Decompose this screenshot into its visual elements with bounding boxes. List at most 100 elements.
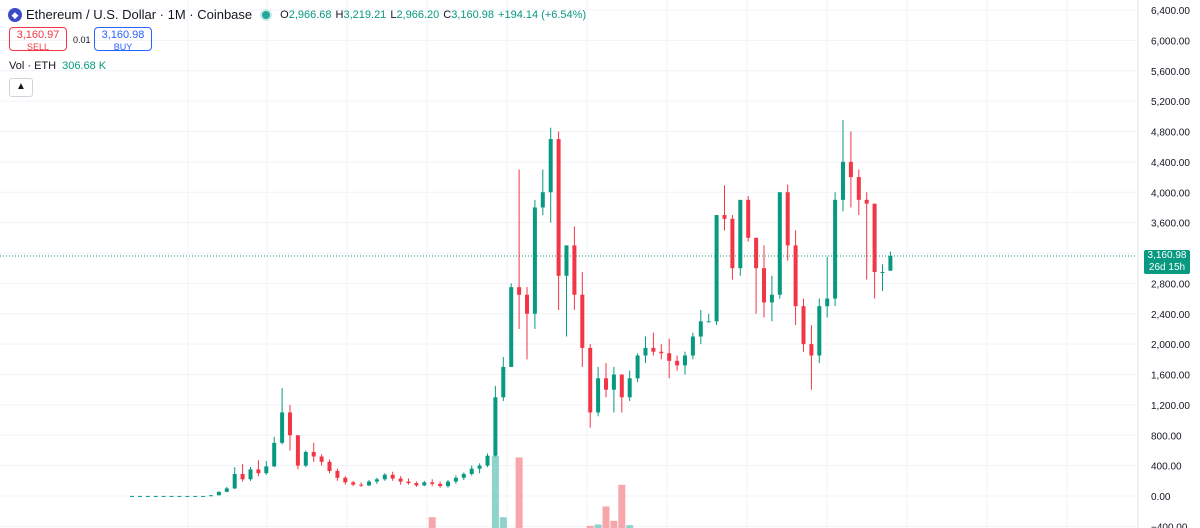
candle-body[interactable] xyxy=(177,495,182,497)
candle-body[interactable] xyxy=(825,298,830,307)
candle-body[interactable] xyxy=(453,477,458,482)
candle-body[interactable] xyxy=(880,271,885,273)
candle-body[interactable] xyxy=(675,360,680,366)
candle-body[interactable] xyxy=(438,483,443,487)
candle-body[interactable] xyxy=(295,435,300,466)
candle-body[interactable] xyxy=(762,268,766,303)
candle-body[interactable] xyxy=(667,353,672,361)
candle-body[interactable] xyxy=(564,245,569,276)
candle-body[interactable] xyxy=(185,495,190,497)
candle-body[interactable] xyxy=(659,351,664,354)
candle-body[interactable] xyxy=(769,294,774,303)
candle-body[interactable] xyxy=(738,199,743,269)
candle-body[interactable] xyxy=(477,465,482,469)
volume-legend[interactable]: Vol · ETH 306.68 K xyxy=(9,60,106,72)
candle-body[interactable] xyxy=(272,442,277,467)
candle-body[interactable] xyxy=(153,495,158,497)
candle-body[interactable] xyxy=(248,469,253,480)
candle-body[interactable] xyxy=(532,207,537,314)
candle-body[interactable] xyxy=(303,451,308,466)
candle-body[interactable] xyxy=(216,491,221,496)
candle-body[interactable] xyxy=(706,321,711,323)
candle-body[interactable] xyxy=(809,344,814,356)
candle-body[interactable] xyxy=(469,468,474,474)
candle-body[interactable] xyxy=(509,287,514,367)
candle-body[interactable] xyxy=(501,366,506,398)
candle-body[interactable] xyxy=(406,481,411,484)
candle-body[interactable] xyxy=(351,482,356,485)
candle-body[interactable] xyxy=(856,177,861,200)
candle-body[interactable] xyxy=(833,199,838,299)
candle-body[interactable] xyxy=(280,412,285,443)
candle-body[interactable] xyxy=(548,139,553,193)
candle-body[interactable] xyxy=(311,451,316,457)
candle-body[interactable] xyxy=(683,355,687,366)
candle-body[interactable] xyxy=(232,473,237,489)
candle-body[interactable] xyxy=(864,199,869,204)
candle-body[interactable] xyxy=(264,466,269,474)
sell-button[interactable]: 3,160.97 SELL xyxy=(9,27,67,52)
candle-body[interactable] xyxy=(848,161,853,178)
candle-body[interactable] xyxy=(485,455,490,466)
candle-body[interactable] xyxy=(240,473,245,480)
candle-body[interactable] xyxy=(430,482,435,484)
candle-body[interactable] xyxy=(327,461,332,471)
candle-body[interactable] xyxy=(635,355,640,379)
candle-body[interactable] xyxy=(604,378,608,390)
candle-body[interactable] xyxy=(130,495,134,497)
candle-body[interactable] xyxy=(367,481,371,486)
candle-body[interactable] xyxy=(619,374,624,398)
candle-body[interactable] xyxy=(461,473,466,478)
candle-body[interactable] xyxy=(730,218,735,269)
candle-body[interactable] xyxy=(382,474,387,480)
candle-body[interactable] xyxy=(201,495,206,497)
candle-body[interactable] xyxy=(580,294,585,348)
candle-body[interactable] xyxy=(414,483,419,486)
candle-body[interactable] xyxy=(193,495,198,497)
candle-body[interactable] xyxy=(556,139,561,276)
candle-body[interactable] xyxy=(161,495,166,497)
candle-body[interactable] xyxy=(572,245,577,295)
candle-body[interactable] xyxy=(588,347,593,413)
candle-body[interactable] xyxy=(374,479,379,482)
candle-body[interactable] xyxy=(288,412,292,436)
candle-body[interactable] xyxy=(525,294,529,314)
candle-body[interactable] xyxy=(540,192,545,208)
candle-body[interactable] xyxy=(627,378,632,398)
candle-body[interactable] xyxy=(817,306,822,356)
buy-button[interactable]: 3,160.98 BUY xyxy=(94,27,152,52)
candle-body[interactable] xyxy=(343,477,348,483)
candle-body[interactable] xyxy=(611,374,616,390)
candle-body[interactable] xyxy=(714,215,719,322)
candle-body[interactable] xyxy=(841,161,845,200)
candle-body[interactable] xyxy=(145,495,150,497)
candle-body[interactable] xyxy=(651,347,656,352)
candle-body[interactable] xyxy=(446,481,450,487)
candle-body[interactable] xyxy=(224,488,229,492)
candle-body[interactable] xyxy=(872,203,877,272)
candle-body[interactable] xyxy=(801,306,806,345)
candle-body[interactable] xyxy=(398,478,403,482)
candle-body[interactable] xyxy=(256,469,261,474)
candle-body[interactable] xyxy=(698,321,703,337)
market-status-icon[interactable] xyxy=(260,9,273,21)
candle-body[interactable] xyxy=(596,378,601,413)
candle-body[interactable] xyxy=(754,237,759,269)
candle-body[interactable] xyxy=(422,482,427,486)
candle-body[interactable] xyxy=(746,199,751,238)
candle-body[interactable] xyxy=(777,192,782,295)
candle-body[interactable] xyxy=(209,495,213,497)
candle-body[interactable] xyxy=(643,347,648,356)
collapse-legend-button[interactable]: ▲ xyxy=(9,78,33,97)
candle-body[interactable] xyxy=(888,255,893,271)
candle-body[interactable] xyxy=(690,336,695,356)
candle-body[interactable] xyxy=(785,192,790,246)
candle-body[interactable] xyxy=(493,397,498,456)
candle-body[interactable] xyxy=(319,456,324,462)
candle-body[interactable] xyxy=(359,484,364,486)
candle-body[interactable] xyxy=(517,287,522,295)
candle-body[interactable] xyxy=(137,495,142,497)
candle-body[interactable] xyxy=(335,470,340,478)
candle-body[interactable] xyxy=(793,245,798,307)
